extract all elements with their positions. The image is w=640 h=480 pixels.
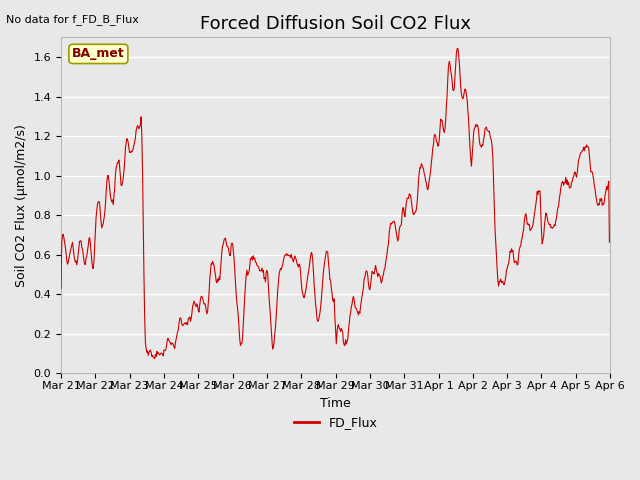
Text: BA_met: BA_met bbox=[72, 48, 125, 60]
Text: No data for f_FD_B_Flux: No data for f_FD_B_Flux bbox=[6, 14, 140, 25]
Legend: FD_Flux: FD_Flux bbox=[289, 411, 383, 434]
Y-axis label: Soil CO2 Flux (μmol/m2/s): Soil CO2 Flux (μmol/m2/s) bbox=[15, 124, 28, 287]
Title: Forced Diffusion Soil CO2 Flux: Forced Diffusion Soil CO2 Flux bbox=[200, 15, 471, 33]
X-axis label: Time: Time bbox=[320, 396, 351, 409]
